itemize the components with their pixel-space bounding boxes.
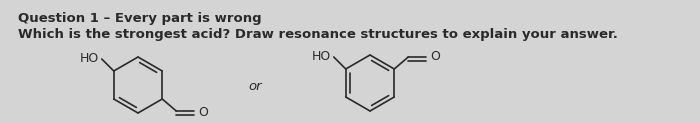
Text: HO: HO	[312, 51, 331, 63]
Text: or: or	[248, 80, 262, 93]
Text: Which is the strongest acid? Draw resonance structures to explain your answer.: Which is the strongest acid? Draw resona…	[18, 28, 618, 41]
Text: O: O	[430, 51, 440, 63]
Text: O: O	[198, 106, 208, 118]
Text: HO: HO	[80, 53, 99, 66]
Text: Question 1 – Every part is wrong: Question 1 – Every part is wrong	[18, 12, 262, 25]
